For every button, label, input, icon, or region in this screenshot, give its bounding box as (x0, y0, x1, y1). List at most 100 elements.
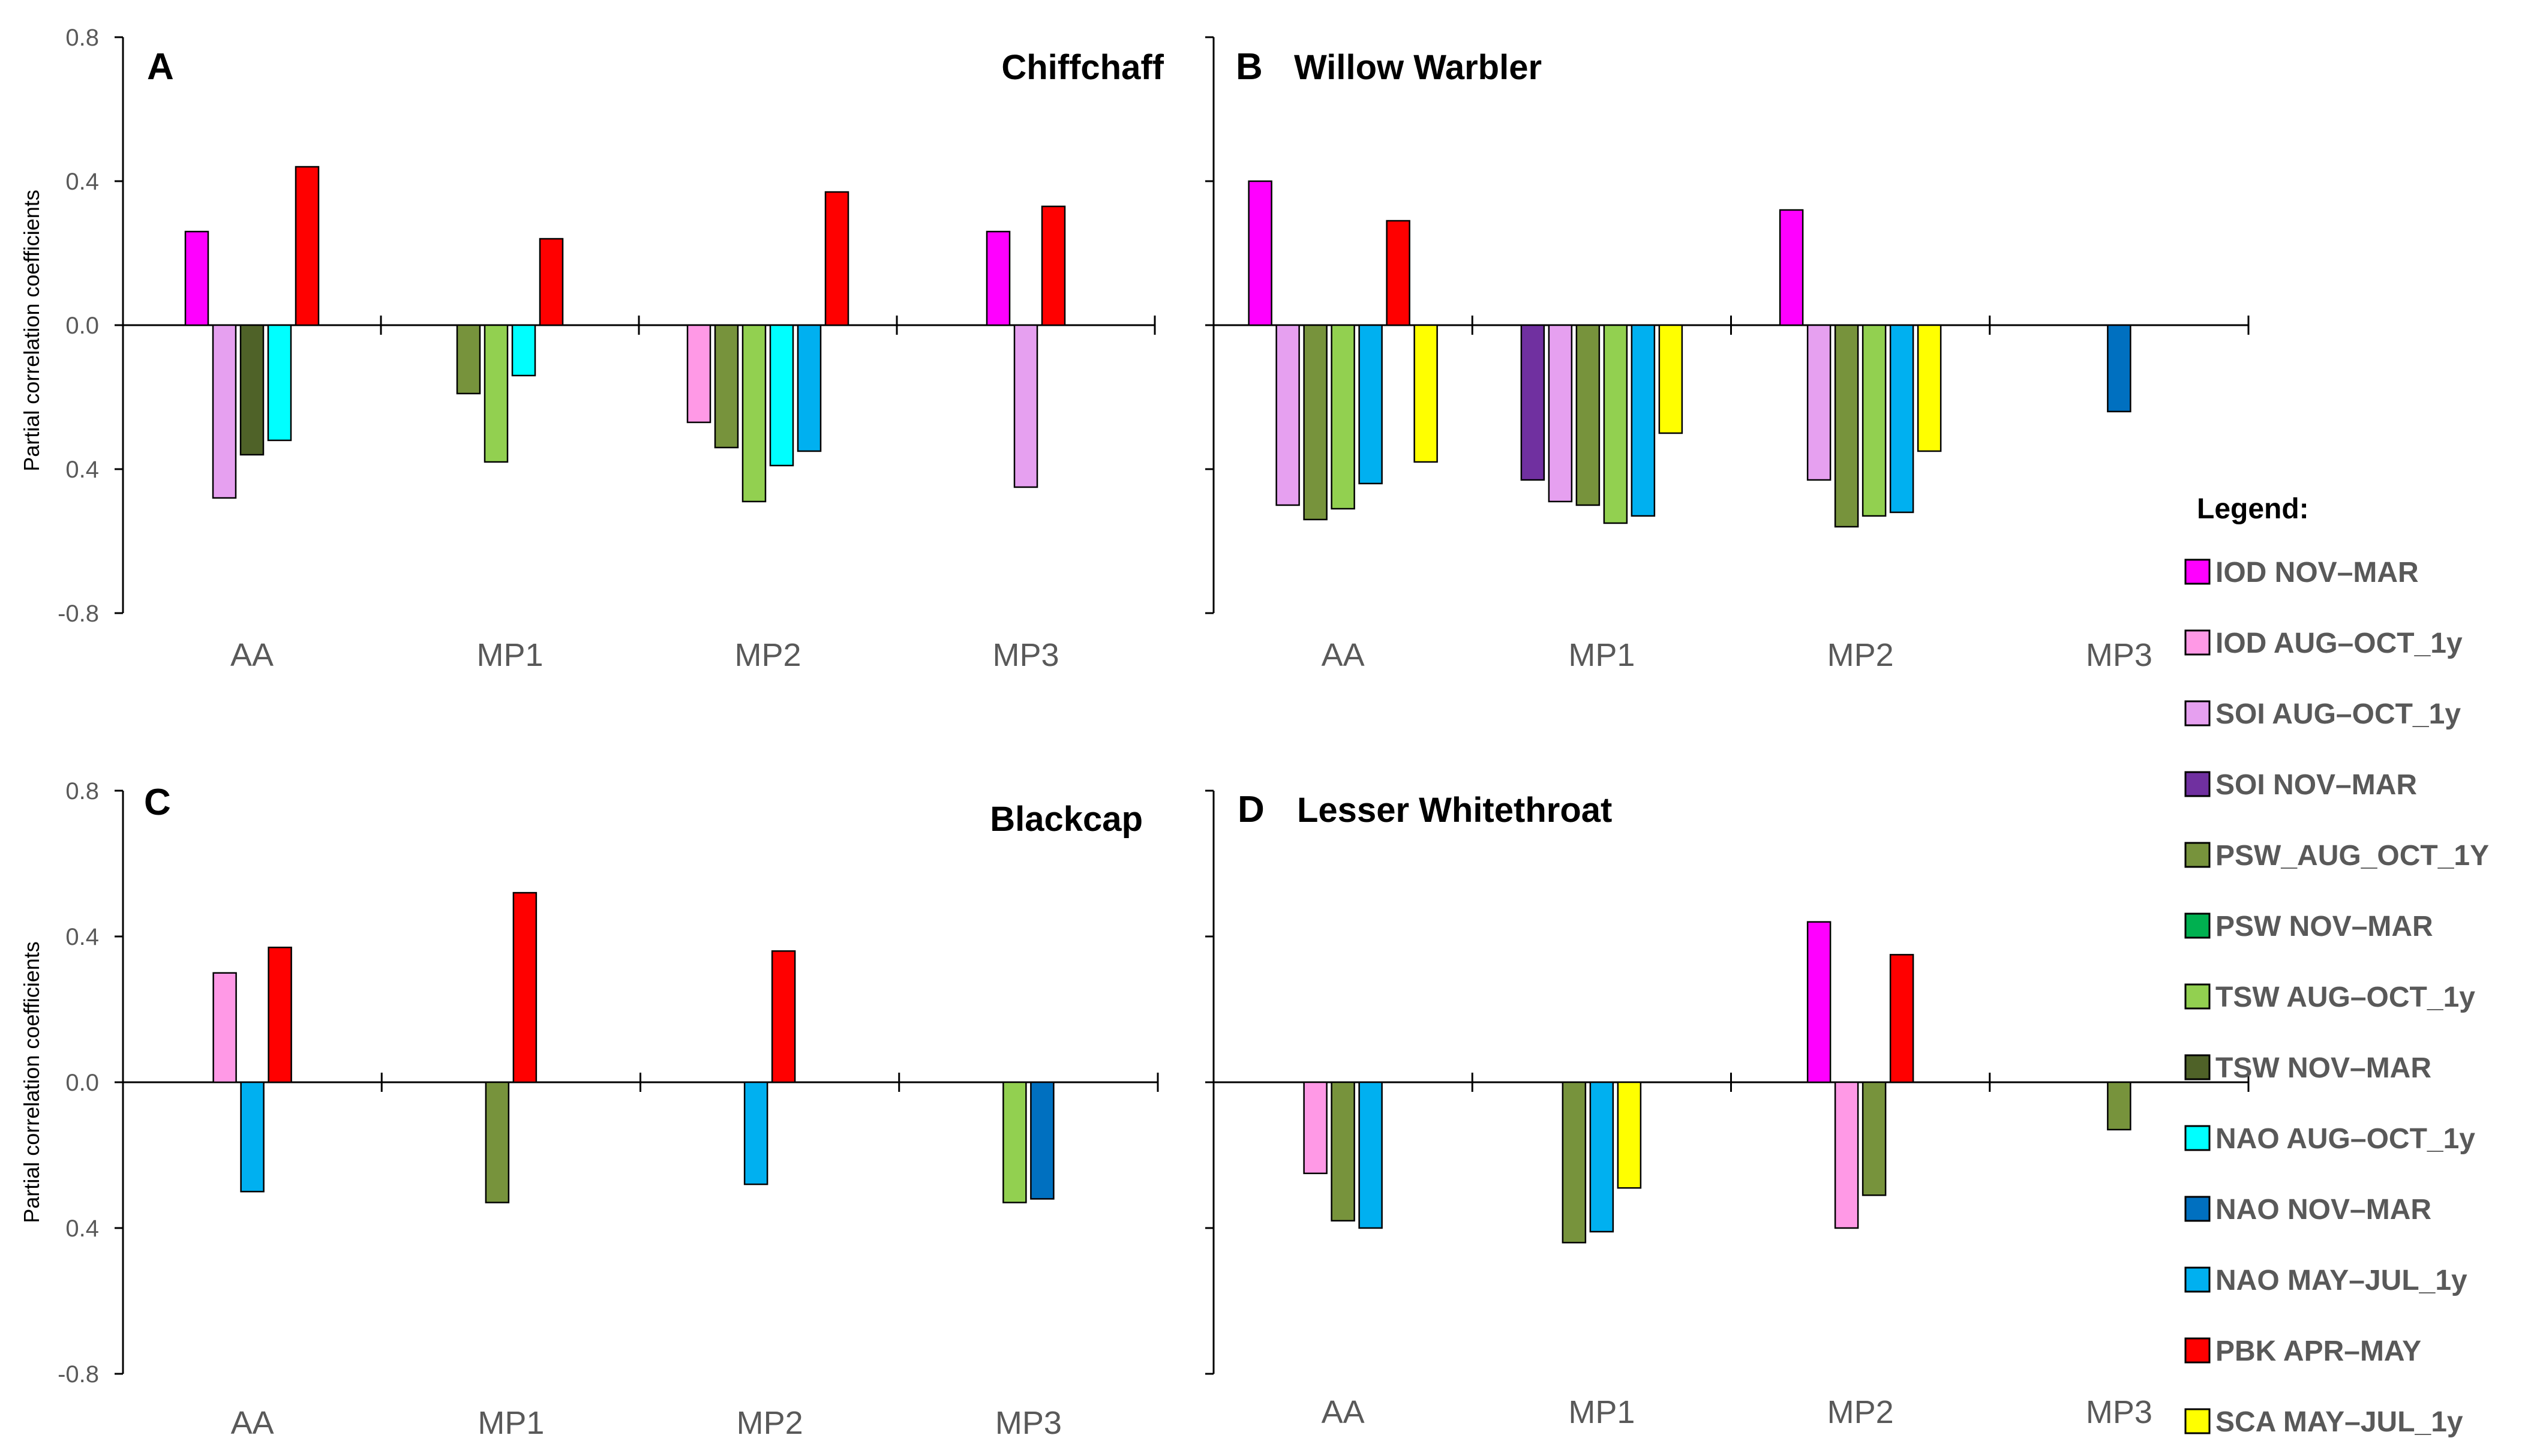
legend-item: PBK APR–MAY (2184, 1335, 2421, 1367)
bar-aa-nao-may-jul-1y (1358, 324, 1383, 485)
bar-mp2-psw-aug-oct-1y (714, 324, 739, 449)
category-label: MP2 (1827, 637, 1894, 673)
category-label: MP3 (992, 637, 1059, 673)
bar-mp3-iod-nov-mar (986, 230, 1011, 326)
legend-item: SOI AUG–OCT_1y (2184, 698, 2461, 730)
y-tick-label: 0.8 (65, 778, 99, 804)
bar-mp2-iod-aug-oct-1y (686, 324, 711, 424)
bar-aa-iod-nov-mar (1248, 180, 1272, 326)
legend-swatch (2184, 1054, 2211, 1080)
bar-mp2-pbk-apr-may (824, 191, 849, 326)
legend-item: TSW NOV–MAR (2184, 1052, 2431, 1084)
category-label: MP3 (995, 1405, 1062, 1441)
legend-swatch (2184, 1408, 2211, 1434)
bar-mp2-soi-aug-oct-1y (1806, 324, 1832, 481)
panel-title: Chiffchaff (1001, 48, 1164, 87)
legend-label: IOD NOV–MAR (2215, 557, 2419, 589)
chart-panel-b: AA MP1 MP2 MP3 B Willow Warbler (1205, 36, 2250, 673)
legend-label: PSW NOV–MAR (2215, 911, 2433, 942)
legend-label: SOI AUG–OCT_1y (2215, 698, 2461, 730)
bar-mp2-psw-aug-oct-1y (1862, 1081, 1887, 1196)
category-label: AA (231, 1405, 274, 1441)
category-label: MP2 (737, 1405, 803, 1441)
category-label: AA (230, 637, 274, 673)
category-label: MP1 (478, 1405, 544, 1441)
bar-mp3-pbk-apr-may (1041, 205, 1066, 326)
bar-mp2-pbk-apr-may (1889, 954, 1914, 1083)
bar-aa-iod-aug-oct-1y (1303, 1081, 1328, 1175)
legend-label: PSW_AUG_OCT_1Y (2215, 840, 2489, 872)
bar-mp1-pbk-apr-may (539, 238, 564, 326)
bar-mp1-soi-aug-oct-1y (1548, 324, 1573, 503)
bar-aa-pbk-apr-may (268, 946, 292, 1083)
legend-swatch (2184, 771, 2211, 797)
y-tick-label: 0.8 (65, 25, 99, 51)
panel-letter: C (144, 782, 171, 823)
legend-swatch (2184, 1125, 2211, 1151)
bar-aa-tsw-nov-mar (239, 324, 265, 456)
legend-item: SCA MAY–JUL_1y (2184, 1406, 2463, 1438)
bar-mp3-soi-aug-oct-1y (1013, 324, 1038, 488)
bar-aa-nao-may-jul-1y (240, 1081, 265, 1193)
bar-aa-soi-aug-oct-1y (1275, 324, 1300, 506)
panel-letter: A (147, 46, 174, 88)
bar-mp2-nao-may-jul-1y (797, 324, 822, 452)
chart-panel-a: 0.8 0.4 0.0 0.4 -0.8 AA MP1 MP2 MP3 A Chiffchaff Pa… (19, 25, 1164, 673)
category-label: MP1 (1568, 637, 1635, 673)
legend-item: SOI NOV–MAR (2184, 769, 2417, 801)
legend-swatch (2184, 700, 2211, 727)
bar-mp1-psw-aug-oct-1y (1575, 324, 1601, 506)
bar-mp1-soi-nov-mar (1520, 324, 1545, 481)
legend-item: NAO AUG–OCT_1y (2184, 1123, 2475, 1155)
bar-mp2-tsw-aug-oct-1y (1862, 324, 1887, 517)
bar-aa-sca-may-jul-1y (1413, 324, 1438, 463)
category-label: MP1 (476, 637, 543, 673)
legend-swatch (2184, 1196, 2211, 1222)
bar-mp2-nao-aug-oct-1y (769, 324, 794, 467)
y-axis-label: Partial correlation coefficients (19, 941, 44, 1223)
bar-mp1-tsw-aug-oct-1y (484, 324, 509, 463)
legend-swatch (2184, 842, 2211, 868)
legend-label: NAO MAY–JUL_1y (2215, 1265, 2467, 1296)
legend-swatch (2184, 559, 2211, 585)
legend-item: PSW_AUG_OCT_1Y (2184, 840, 2489, 872)
category-label: MP3 (2086, 1394, 2152, 1430)
y-tick-label: 0.0 (65, 313, 99, 339)
bar-mp3-psw-aug-oct-1y (2107, 1081, 2131, 1131)
category-label: MP1 (1568, 1394, 1635, 1430)
bar-aa-tsw-aug-oct-1y (1331, 324, 1355, 510)
legend-swatch (2184, 1337, 2211, 1364)
bar-mp1-psw-aug-oct-1y (1562, 1081, 1587, 1244)
y-tick-label: -0.8 (58, 1361, 99, 1388)
bar-mp2-psw-aug-oct-1y (1834, 324, 1859, 528)
category-label: AA (1322, 637, 1365, 673)
y-tick-label: -0.8 (58, 601, 99, 627)
y-tick-label: 0.4 (65, 457, 99, 483)
legend-item: IOD AUG–OCT_1y (2184, 628, 2463, 659)
bar-aa-iod-aug-oct-1y (212, 972, 237, 1083)
bar-mp2-iod-aug-oct-1y (1834, 1081, 1859, 1229)
panel-letter: B (1236, 46, 1263, 88)
bar-mp2-tsw-aug-oct-1y (741, 324, 767, 503)
legend-label: TSW NOV–MAR (2215, 1052, 2431, 1084)
bar-aa-psw-aug-oct-1y (1331, 1081, 1355, 1222)
bar-mp1-nao-aug-oct-1y (511, 324, 536, 377)
bar-mp1-psw-aug-oct-1y (485, 1081, 510, 1203)
legend-label: NAO NOV–MAR (2215, 1194, 2431, 1226)
bar-mp1-pbk-apr-may (512, 891, 538, 1083)
panel-letter: D (1238, 789, 1265, 830)
legend-item: NAO MAY–JUL_1y (2184, 1265, 2467, 1296)
bar-mp2-iod-nov-mar (1806, 921, 1832, 1083)
bar-aa-soi-aug-oct-1y (212, 324, 237, 499)
bar-aa-nao-may-jul-1y (1358, 1081, 1383, 1229)
bar-mp1-sca-may-jul-1y (1658, 324, 1683, 434)
bar-mp2-pbk-apr-may (771, 950, 796, 1083)
legend: Legend: IOD NOV–MAR IOD AUG–OCT_1y SOI AUG–… (2184, 493, 2489, 1438)
bar-aa-psw-aug-oct-1y (1303, 324, 1328, 521)
chart-panel-c: 0.8 0.4 0.0 0.4 -0.8 AA MP1 MP2 MP3 C Blackcap Part… (19, 778, 1159, 1441)
category-label: MP2 (734, 637, 801, 673)
legend-label: NAO AUG–OCT_1y (2215, 1123, 2475, 1155)
legend-swatch (2184, 629, 2211, 656)
panel-title: Lesser Whitethroat (1297, 791, 1612, 830)
